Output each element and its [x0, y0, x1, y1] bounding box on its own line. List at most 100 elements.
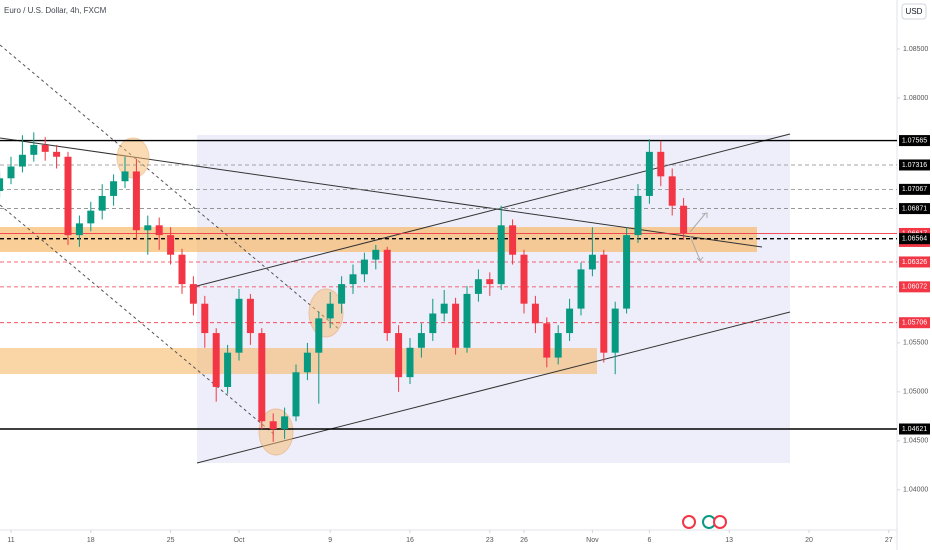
price-label-box — [899, 423, 930, 435]
channel-top — [192, 133, 791, 288]
candle-body — [132, 171, 140, 231]
candle-body — [303, 352, 311, 373]
channel-bottom — [196, 311, 791, 464]
price-label-box — [899, 317, 930, 329]
drawings — [0, 44, 791, 464]
candle-body — [520, 254, 528, 304]
price-label-box — [899, 183, 930, 195]
candle-body — [167, 235, 175, 255]
candle-body — [577, 269, 585, 309]
x-tick-label: 25 — [167, 537, 175, 544]
candle-body — [623, 235, 631, 309]
event-icon[interactable] — [682, 515, 696, 529]
candle-body — [566, 308, 574, 334]
candle-body — [64, 156, 72, 236]
candle-body — [383, 249, 391, 334]
candle-body — [315, 318, 323, 353]
candle-body — [18, 154, 26, 167]
candle-body — [440, 303, 448, 314]
candle-body — [41, 144, 49, 152]
candle-body — [338, 284, 346, 304]
candle-body — [417, 333, 425, 348]
highlight-circle — [308, 288, 344, 338]
x-tick-label: 23 — [486, 537, 494, 544]
candle-body — [155, 225, 163, 236]
candle-body — [406, 347, 414, 378]
price-label-box — [899, 203, 930, 215]
candle-body — [360, 259, 368, 275]
price-label: 1.06326 — [902, 259, 927, 266]
candle-body — [87, 210, 95, 224]
x-tick-label: 16 — [406, 537, 414, 544]
candle-body — [600, 254, 608, 353]
candle-body — [224, 352, 232, 387]
y-tick-label: 1.08000 — [903, 95, 928, 102]
candle-body — [235, 298, 243, 353]
candle-body — [463, 293, 471, 348]
candle-body — [292, 372, 300, 417]
projection-arrow — [689, 212, 708, 233]
x-tick-label: 11 — [7, 537, 14, 544]
y-tick-label: 1.05500 — [903, 340, 928, 347]
candle-body — [554, 333, 562, 358]
price-label-box — [899, 281, 930, 293]
candle-body — [189, 284, 197, 304]
candle-body — [281, 416, 289, 430]
x-tick-label: 20 — [805, 537, 813, 544]
candle-body — [680, 205, 688, 234]
candle-body — [588, 254, 596, 270]
candle-body — [657, 151, 665, 177]
candle-body — [53, 151, 61, 157]
candle-body — [178, 254, 186, 285]
x-tick-label: 6 — [647, 537, 651, 544]
x-tick-label: 18 — [87, 537, 95, 544]
candle-body — [645, 151, 653, 196]
x-tick-label: Oct — [234, 537, 245, 544]
x-tick-label: 13 — [725, 537, 733, 544]
price-label: 1.07565 — [902, 137, 927, 144]
candle-body — [611, 308, 619, 353]
price-label: 1.07067 — [902, 186, 927, 193]
price-label-box — [899, 135, 930, 147]
candle-body — [326, 303, 334, 319]
event-icon[interactable] — [713, 515, 727, 529]
candle-body — [144, 225, 152, 231]
price-label: 1.04621 — [902, 426, 927, 433]
candle-body — [269, 421, 277, 430]
y-tick-label: 1.08500 — [903, 46, 928, 53]
candle-body — [395, 333, 403, 378]
candle-body — [531, 303, 539, 324]
chart-title: Euro / U.S. Dollar, 4h, FXCM — [4, 6, 107, 15]
candle-body — [486, 279, 494, 285]
candle-body — [30, 144, 38, 155]
candle-body — [110, 181, 118, 196]
currency-label[interactable]: USD — [906, 7, 923, 16]
candle-body — [452, 303, 460, 348]
candle-body — [474, 279, 482, 294]
candle-body — [258, 333, 266, 422]
y-tick-label: 1.04500 — [903, 438, 928, 445]
price-label: 1.05706 — [902, 320, 927, 327]
candle-body — [98, 195, 106, 211]
x-tick-label: 26 — [520, 537, 528, 544]
candle-body — [668, 176, 676, 206]
price-label: 1.07316 — [902, 162, 927, 169]
y-tick-label: 1.04000 — [903, 487, 928, 494]
demand-zone — [0, 348, 597, 374]
price-label: 1.06871 — [902, 205, 927, 212]
candle-body — [212, 333, 220, 387]
candle-body — [634, 195, 642, 236]
candle-body — [121, 171, 129, 182]
dashed-trend — [0, 44, 341, 331]
candle-body — [509, 225, 517, 255]
price-label-box — [899, 233, 930, 245]
price-label-box — [899, 256, 930, 268]
x-tick-label: 9 — [328, 537, 332, 544]
candle-body — [246, 298, 254, 334]
price-label: 1.06564 — [902, 235, 927, 242]
currency-button[interactable] — [901, 3, 927, 20]
candle-body — [349, 274, 357, 285]
candle-body — [75, 223, 83, 236]
candle-body — [429, 313, 437, 334]
